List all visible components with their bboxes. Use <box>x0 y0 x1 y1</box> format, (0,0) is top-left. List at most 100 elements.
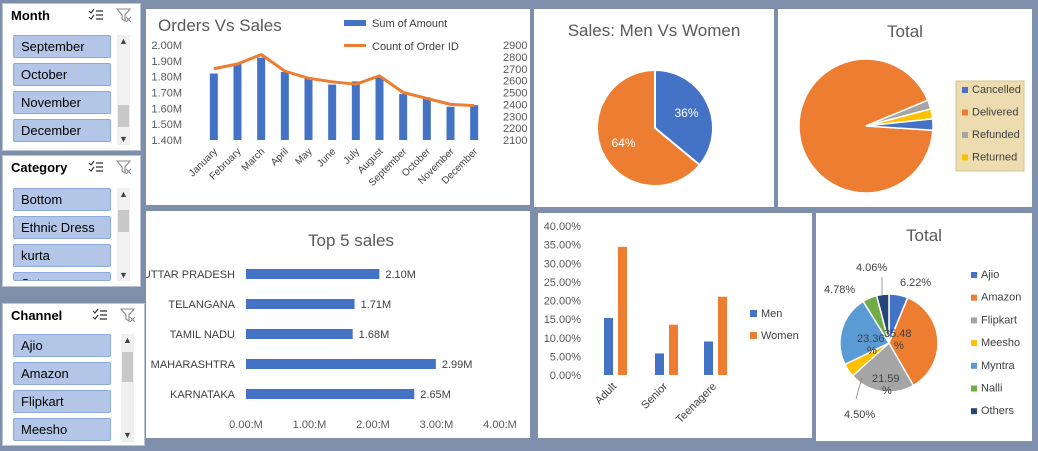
bar <box>304 78 313 140</box>
y-tick-label: 20.00% <box>544 296 582 308</box>
y-tick-label: UTTAR PRADESH <box>146 269 235 281</box>
scrollbar[interactable]: ▲ ▼ <box>117 188 130 281</box>
y-tick-label: 1.90M <box>151 56 182 68</box>
data-label: 4.50% <box>844 409 875 421</box>
data-label: 2.99M <box>442 359 473 371</box>
y-tick-label: 25.00% <box>544 277 582 289</box>
legend-swatch <box>971 408 977 415</box>
scroll-down-icon[interactable]: ▼ <box>119 270 128 280</box>
y-tick-label: 1.60M <box>151 103 182 115</box>
scroll-up-icon[interactable]: ▲ <box>119 189 128 199</box>
slicer-item[interactable]: Set <box>13 272 111 281</box>
scroll-up-icon[interactable]: ▲ <box>119 36 128 46</box>
clear-filter-icon[interactable] <box>120 308 136 322</box>
bar <box>399 94 408 140</box>
slicer-tools <box>88 8 132 22</box>
x-tick-label: 0.00:M <box>229 419 263 431</box>
x-tick-label: July <box>342 146 362 166</box>
data-label: 4.78% <box>824 284 855 296</box>
channel-total-chart: Total 6.22% Ajio 35.48 % Amazon 21.59 % Flipkart… <box>824 226 1021 421</box>
legend-label: Cancelled <box>972 84 1021 96</box>
bar <box>604 318 613 375</box>
multi-select-icon[interactable] <box>88 8 104 22</box>
legend-swatch <box>962 87 968 93</box>
slicer-item[interactable]: December <box>13 119 111 142</box>
men-vs-women-chart: Sales: Men Vs Women 36% 64% <box>568 21 741 187</box>
y-tick-label: TAMIL NADU <box>170 329 235 341</box>
data-label-part: 4.06% <box>856 262 887 274</box>
y-tick-label: 35.00% <box>544 240 582 252</box>
data-label: 1.71M <box>361 299 392 311</box>
y-tick-label: 10.00% <box>544 333 582 345</box>
slicer-item[interactable]: Flipkart <box>13 390 111 413</box>
scroll-up-icon[interactable]: ▲ <box>123 335 132 345</box>
scroll-thumb[interactable] <box>122 352 133 382</box>
slicer-item[interactable]: Bottom <box>13 188 111 211</box>
channel-slicer-title: Channel <box>11 308 63 323</box>
legend-swatch <box>971 362 977 369</box>
slicer-item[interactable]: Ajio <box>13 334 111 357</box>
slicer-item[interactable]: October <box>13 63 111 86</box>
bar <box>669 324 678 375</box>
y2-tick-label: 2600 <box>503 76 527 88</box>
slicer-item[interactable]: Amazon <box>13 362 111 385</box>
y-tick-label: 2.00M <box>151 40 182 52</box>
legend-label: Amazon <box>981 292 1021 304</box>
multi-select-icon[interactable] <box>88 160 104 174</box>
bar <box>246 269 380 279</box>
slicer-item[interactable]: November <box>13 91 111 114</box>
chart-title: Sales: Men Vs Women <box>568 21 741 40</box>
bar <box>233 64 242 140</box>
legend-swatch <box>962 132 968 138</box>
legend-label: Women <box>761 330 799 342</box>
y2-tick-label: 2500 <box>503 88 527 100</box>
legend-swatch <box>344 44 366 47</box>
data-label: 35.48% <box>884 328 912 352</box>
scroll-thumb[interactable] <box>118 210 129 232</box>
x-tick-label: March <box>240 146 267 173</box>
leader-line <box>855 376 863 400</box>
scrollbar[interactable]: ▲ ▼ <box>117 35 130 145</box>
slicer-item[interactable]: September <box>13 35 111 58</box>
y-tick-label: MAHARASHTRA <box>151 359 236 371</box>
y2-tick-label: 2400 <box>503 99 527 111</box>
x-tick-label: Senior <box>639 380 670 411</box>
scrollbar[interactable]: ▲ ▼ <box>121 334 134 442</box>
clear-filter-icon[interactable] <box>116 8 132 22</box>
legend-label: Myntra <box>981 360 1016 372</box>
x-tick-label: June <box>315 146 338 169</box>
bar <box>618 246 627 375</box>
multi-select-icon[interactable] <box>92 308 108 322</box>
chart-title: Top 5 sales <box>308 231 394 250</box>
slicer-item[interactable]: Ethnic Dress <box>13 216 111 239</box>
legend-label: Refunded <box>972 129 1020 141</box>
scroll-thumb[interactable] <box>118 105 129 127</box>
chart-title: Orders Vs Sales <box>158 16 282 35</box>
scroll-down-icon[interactable]: ▼ <box>123 430 132 440</box>
chart-title: Total <box>887 22 923 41</box>
slicer-item[interactable]: Meesho <box>13 418 111 441</box>
clear-filter-icon[interactable] <box>116 160 132 174</box>
scroll-down-icon[interactable]: ▼ <box>119 134 128 144</box>
legend-label: Nalli <box>981 383 1002 395</box>
y-tick-label: KARNATAKA <box>170 389 236 401</box>
data-label-part: % <box>882 385 892 397</box>
x-tick-label: Adult <box>593 381 619 407</box>
status-total-panel: Total Cancelled Delivered Refunded Returned <box>778 9 1032 207</box>
age-group-panel: 40.00% 35.00% 30.00% 25.00% 20.00% 15.00% 10.0… <box>538 213 812 438</box>
orders-vs-sales-chart: Orders Vs Sales Sum of Amount Count of Ord… <box>151 16 527 189</box>
month-slicer-title: Month <box>11 8 50 23</box>
y2-tick-label: 2200 <box>503 123 527 135</box>
pie-slice <box>851 341 915 393</box>
men-vs-women-panel: Sales: Men Vs Women 36% 64% <box>534 9 774 207</box>
slicer-item[interactable]: kurta <box>13 244 111 267</box>
legend-swatch <box>971 385 977 392</box>
bar <box>209 73 218 140</box>
legend-swatch <box>971 294 977 301</box>
data-label-part: % <box>867 345 877 357</box>
legend-label: Ajio <box>981 269 999 281</box>
count-line <box>213 53 475 108</box>
y2-tick-label: 2700 <box>503 64 527 76</box>
bar <box>655 353 664 375</box>
y2-tick-label: 2300 <box>503 111 527 123</box>
